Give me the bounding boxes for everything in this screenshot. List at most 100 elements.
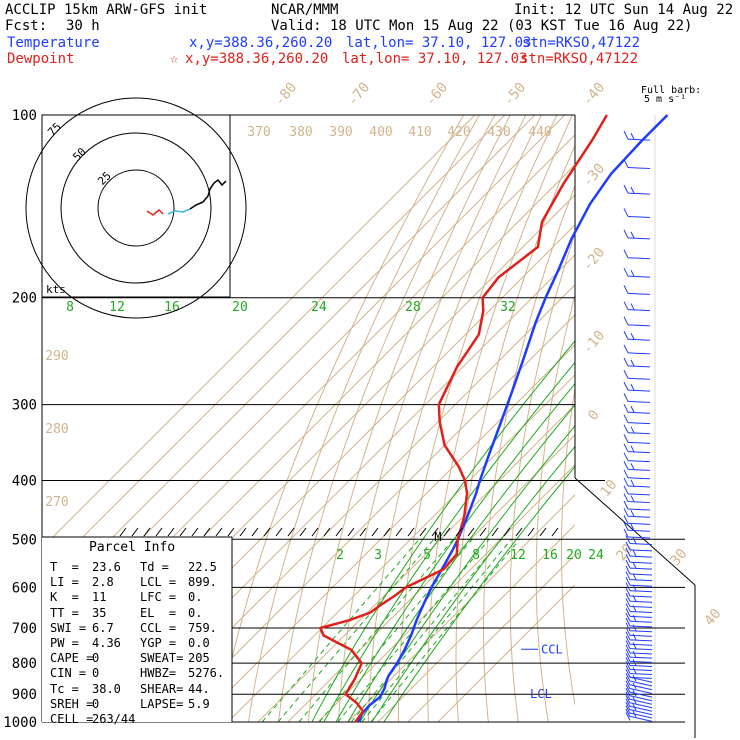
wind-barb-flag [625,608,631,617]
wind-barb-flag [630,186,635,194]
hash-mark [239,527,247,537]
mixing-ratio-line [337,538,490,722]
wind-barb-shaft [629,709,653,716]
wind-barb-flag [623,414,629,423]
isotherm-label: -70 [345,80,374,110]
wind-barb-flag [632,573,637,580]
hash-mark [323,527,331,537]
wind-barb-shaft [627,493,651,496]
wind-barb-flag [623,508,629,517]
parcel-info-cell: 11 [92,590,107,605]
wind-barb-shaft [627,365,651,368]
parcel-info-cell: 0. [188,605,203,620]
isotherm-line [42,115,506,579]
wind-barb-flag [632,624,637,631]
wind-barb-flag [630,426,635,433]
wind-barb-shaft [627,411,651,414]
wind-barb-flag [625,687,631,697]
dry-adiabat-line [678,115,728,722]
wind-barb-flag [625,571,631,580]
wind-barb-shaft [627,338,651,341]
parcel-info-cell: HWBZ= [140,666,177,681]
wind-barb-flag [630,383,635,391]
wind-barb-flag [625,676,631,686]
mixing-ratio-line [350,538,502,722]
parcel-info-cell: CELL = [50,712,94,726]
wind-barb-flag [632,689,637,697]
dry-adiabat-line [561,385,575,707]
moist-adiabat-line [347,404,575,722]
fcst-label: Fcst: [5,18,48,34]
wind-barb-shaft [627,515,651,518]
wind-barb-flag [632,549,637,557]
pressure-tick-label: 1000 [3,715,37,731]
wind-barb-flag [630,524,635,531]
parcel-info-cell: T = [50,560,79,574]
wind-barb-flag [625,631,631,641]
hash-mark [395,527,403,537]
wind-barb-flag [625,665,631,674]
wind-barb-shaft [629,660,653,663]
pressure-tick-label: 500 [12,532,37,548]
moist-adiabat-line [323,361,575,722]
wind-barb-flag [623,522,629,531]
hash-mark [503,527,511,537]
parcel-info-cell: SWEAT= [140,651,184,666]
center-title: NCAR/MMM [271,2,339,18]
wind-barb-flag [632,704,637,711]
wind-barb-flag [625,565,631,575]
hash-mark [251,527,259,537]
dewpoint-legend-label: Dewpoint [7,51,75,67]
isotherm-line [377,524,575,722]
parcel-info-cell: 759. [188,620,217,635]
wind-barb-flag [625,640,631,649]
wind-barb-flag [625,541,631,551]
hash-mark [227,527,235,537]
wind-barb-flag [632,650,637,658]
wind-barb-flag [625,577,631,586]
hash-mark [491,527,499,537]
isotherm-label: -60 [423,80,452,110]
mixing-ratio-label: 2 [336,548,344,563]
wind-barb-shaft [629,643,653,646]
pressure-tick-label: 300 [12,398,37,414]
hash-mark [515,527,523,537]
wind-barb-flag [625,708,631,718]
wind-barb-flag [632,605,637,612]
parcel-info-cell: SREH = [50,696,94,711]
parcel-info-cell: YGP = [140,636,177,650]
hash-mark [119,527,127,537]
parcel-info-box [42,537,232,722]
isotherm-line [407,554,575,722]
parcel-info-cell: EL = [140,605,177,620]
pressure-tick-label: 800 [12,656,37,672]
wind-barb-shaft [627,441,651,444]
wind-barb-shaft [627,501,651,504]
wind-barb-flag [623,485,629,495]
wind-barb-flag [623,515,629,524]
lcl-label: LCL [530,687,552,701]
hodograph-trace-mid [167,208,191,215]
hash-mark [143,527,151,537]
wind-barb-flag [630,445,635,452]
wind-barb-flag [630,231,635,239]
parcel-info-cell: Tc = [50,681,79,696]
isotherm-line [42,115,536,609]
wind-barb-flag [625,648,631,658]
parcel-info-cell: SHEAR= [140,681,184,696]
wind-barb-shaft [627,324,651,327]
parcel-info-cell: CIN = [50,666,87,681]
dry-adiabat-line [721,115,740,722]
isotherm-label: -80 [272,80,301,110]
parcel-info-cell: 0. [188,590,203,605]
wind-barb-flag [625,559,631,569]
mixing-ratio-line [298,538,454,722]
pressure-tick-label: 900 [12,687,37,703]
wind-barb-flag [625,582,631,591]
wind-barb-shaft [629,695,653,702]
wind-barb-shaft [629,620,653,623]
wind-barb-shaft [629,567,653,570]
wind-barb-flag [625,553,631,563]
theta-label: 390 [329,125,352,140]
wind-barb-flag [625,673,631,682]
